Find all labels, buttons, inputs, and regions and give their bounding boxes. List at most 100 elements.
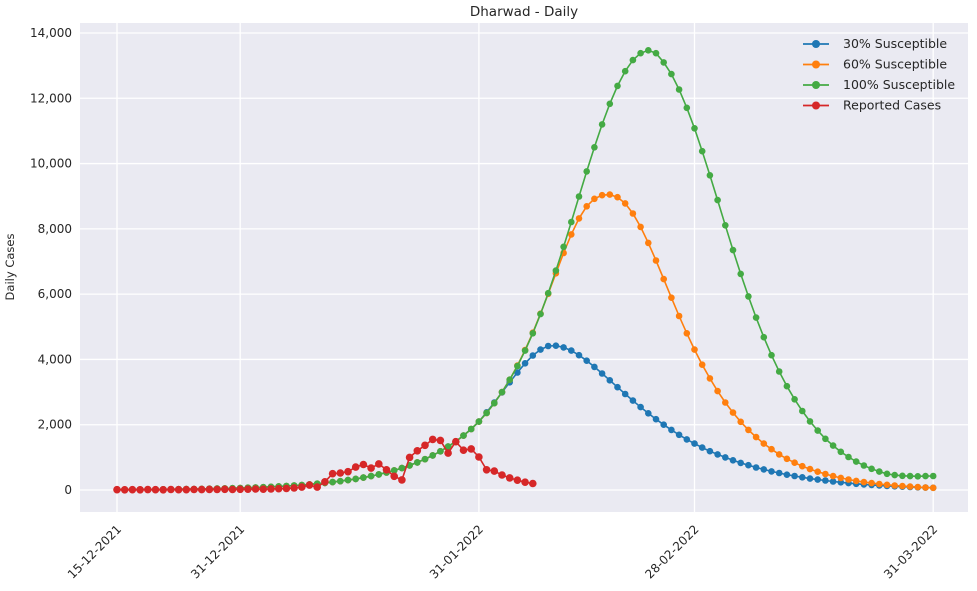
data-point	[691, 346, 698, 353]
data-point	[436, 436, 445, 445]
data-point	[190, 485, 198, 494]
data-point	[768, 468, 775, 475]
data-point	[629, 397, 637, 404]
data-point	[568, 231, 575, 238]
data-point	[760, 333, 768, 341]
data-point	[398, 476, 406, 484]
series-reported-cases	[113, 435, 537, 494]
data-point	[883, 470, 891, 478]
data-point	[852, 477, 860, 485]
x-tick-label: 15-12-2021	[65, 522, 124, 581]
data-point	[829, 442, 837, 449]
data-point	[514, 362, 521, 370]
y-tick-labels: 0 2,000 4,000 6,000 8,000 10,000 12,000 14,000	[30, 26, 72, 497]
legend-item: 60% Susceptible	[803, 57, 947, 72]
data-point	[806, 475, 814, 482]
data-point	[668, 70, 675, 78]
series-lines	[113, 47, 937, 494]
data-point	[498, 388, 506, 396]
data-point	[660, 275, 667, 283]
data-point	[760, 466, 768, 473]
y-tick-label: 14,000	[30, 26, 72, 40]
data-point	[552, 342, 560, 350]
data-point	[591, 363, 598, 371]
data-point	[845, 476, 852, 483]
data-point	[891, 471, 898, 479]
data-point	[236, 485, 244, 494]
data-point	[560, 243, 567, 251]
data-point	[660, 421, 667, 429]
data-point	[745, 293, 752, 300]
data-point	[868, 465, 875, 473]
data-point	[783, 382, 791, 390]
data-point	[552, 267, 560, 274]
data-point	[860, 462, 868, 469]
data-point	[737, 418, 744, 426]
data-point	[621, 390, 629, 398]
data-point	[274, 484, 283, 493]
legend-item: 100% Susceptible	[803, 77, 955, 92]
data-point	[621, 67, 629, 75]
y-tick-label: 4,000	[38, 352, 72, 366]
data-point	[213, 485, 221, 494]
chart-title: Dharwad - Daily	[470, 4, 578, 20]
data-point	[829, 472, 837, 480]
data-point	[228, 485, 237, 494]
data-point	[568, 347, 575, 354]
data-point	[698, 147, 706, 155]
data-point	[768, 351, 775, 359]
data-point	[444, 449, 452, 457]
legend-label: 100% Susceptible	[843, 77, 955, 92]
data-point	[822, 477, 829, 484]
data-point	[159, 486, 167, 494]
data-point	[598, 121, 606, 128]
data-point	[837, 474, 845, 482]
data-point	[791, 459, 798, 467]
data-point	[529, 330, 537, 337]
data-point	[683, 330, 691, 337]
data-point	[698, 444, 706, 451]
data-point	[259, 485, 268, 494]
data-point	[336, 469, 345, 477]
data-point	[575, 351, 583, 359]
data-point	[860, 478, 868, 486]
data-point	[583, 168, 590, 175]
data-point	[414, 459, 421, 466]
data-point	[652, 49, 660, 57]
data-point	[267, 485, 275, 493]
data-point	[814, 468, 821, 476]
data-point	[637, 403, 644, 411]
data-point	[899, 472, 906, 480]
data-point	[498, 471, 506, 479]
data-point	[313, 483, 322, 491]
y-tick-label: 0	[64, 483, 72, 497]
data-point	[505, 474, 514, 482]
data-point	[906, 483, 914, 490]
data-point	[128, 485, 137, 494]
data-point	[706, 172, 714, 179]
data-point	[575, 193, 583, 200]
data-point	[906, 472, 914, 480]
data-point	[390, 472, 399, 481]
data-point	[513, 476, 522, 485]
data-point	[544, 289, 552, 297]
legend-dot-marker	[812, 101, 820, 110]
data-point	[683, 436, 691, 443]
data-point	[737, 270, 744, 278]
data-point	[375, 471, 383, 478]
data-point	[868, 479, 875, 487]
x-tick-labels: 15-12-2021 31-12-2021 31-01-2022 28-02-2022…	[65, 522, 940, 581]
data-point	[560, 344, 567, 351]
data-point	[722, 454, 729, 461]
x-tick-label: 31-03-2022	[881, 522, 940, 581]
data-point	[799, 462, 806, 470]
data-point	[645, 410, 652, 417]
data-point	[537, 346, 544, 353]
data-point	[490, 467, 499, 475]
data-point	[814, 427, 821, 434]
data-point	[883, 481, 891, 489]
data-point	[321, 478, 329, 486]
data-point	[668, 426, 675, 434]
data-point	[637, 49, 644, 57]
data-point	[845, 453, 852, 461]
